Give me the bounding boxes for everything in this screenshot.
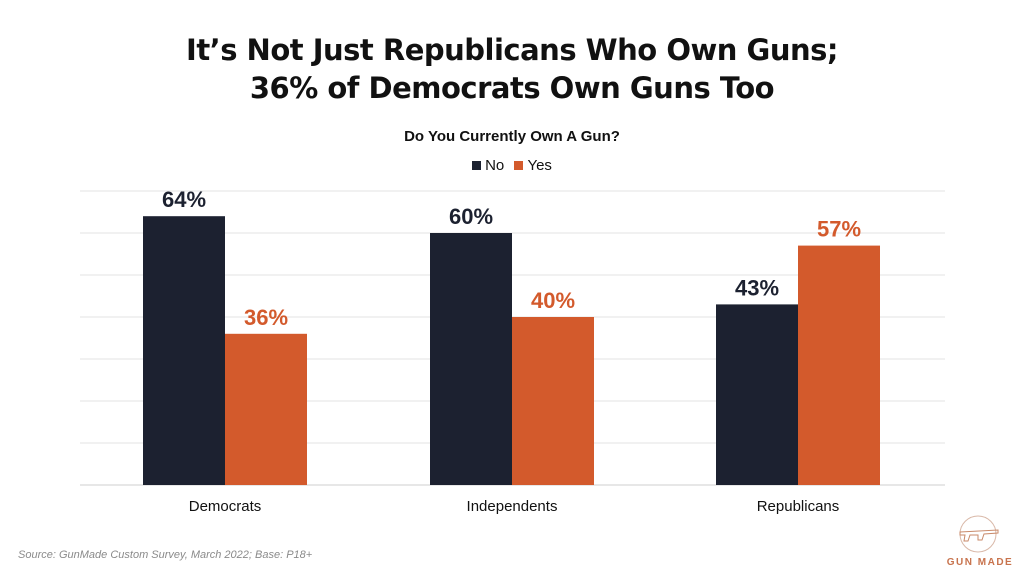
legend-swatch-no (472, 161, 482, 170)
bar-yes-republicans (798, 245, 880, 485)
bar-yes-independents (512, 317, 594, 485)
data-label: 43% (735, 275, 779, 300)
chart-title-line-2: 36% of Democrats Own Guns Too (249, 71, 775, 105)
legend-swatch-yes (514, 161, 524, 170)
legend: No Yes (0, 157, 1024, 174)
bar-no-democrats (143, 216, 225, 485)
x-tick-label: Republicans (757, 498, 840, 515)
data-label: 36% (244, 305, 288, 330)
legend-item-yes: Yes (514, 157, 552, 174)
bar-no-republicans (716, 304, 798, 485)
bar-no-independents (430, 233, 512, 485)
data-label: 60% (449, 204, 493, 229)
data-label: 64% (162, 187, 206, 212)
chart-subtitle: Do You Currently Own A Gun? (404, 128, 620, 145)
x-tick-label: Democrats (189, 498, 262, 515)
rifle-logo-icon: GUN MADE (947, 515, 1013, 568)
legend-label-yes: Yes (527, 157, 552, 174)
svg-text:GUN MADE: GUN MADE (947, 557, 1013, 568)
gunmade-logo: GUN MADE (940, 510, 1020, 570)
source-note: Source: GunMade Custom Survey, March 202… (18, 549, 313, 561)
bar-yes-democrats (225, 333, 307, 485)
x-tick-label: Independents (467, 498, 558, 515)
chart-title-line-1: It’s Not Just Republicans Who Own Guns; (186, 33, 838, 67)
legend-item-no: No (472, 157, 504, 174)
data-label: 40% (531, 288, 575, 313)
legend-label-no: No (485, 157, 505, 174)
data-label: 57% (817, 217, 861, 242)
